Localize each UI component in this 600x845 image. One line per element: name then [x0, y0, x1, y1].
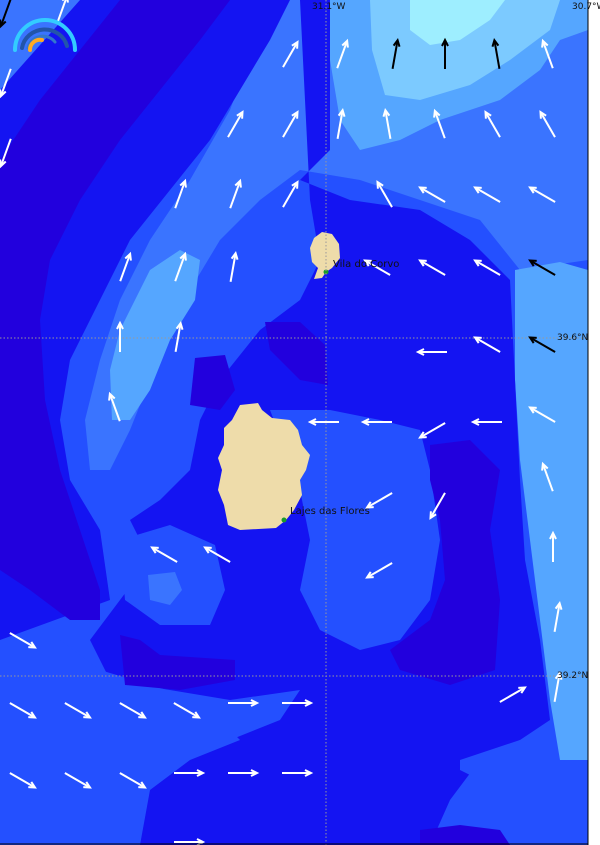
wind-arrow [365, 492, 393, 509]
wind-arrow [227, 110, 244, 138]
wind-arrow [376, 180, 393, 208]
wind-arrow [9, 772, 37, 789]
wind-arrow [174, 321, 184, 352]
wind-arrow [0, 68, 12, 99]
wind-arrow [418, 186, 446, 203]
wind-arrow [541, 38, 554, 69]
wind-arrow [229, 251, 239, 282]
wind-arrow [282, 769, 314, 777]
wind-arrow [415, 348, 447, 356]
wind-arrow [0, 0, 12, 29]
wind-arrows [0, 0, 563, 845]
sea-level-light [515, 262, 588, 760]
sea-level-mid [460, 740, 588, 800]
wind-arrow [553, 671, 563, 702]
wind-arrow [282, 110, 299, 138]
wind-arrow [441, 37, 449, 69]
island-flores [218, 403, 310, 530]
wind-arrow [470, 418, 502, 426]
wind-arrow [282, 40, 299, 68]
wind-arrow [363, 259, 391, 276]
wind-arrow [336, 108, 346, 139]
lon-label: 30.7°W [572, 2, 600, 12]
wind-arrow [365, 562, 393, 579]
sea-level-lightest [410, 0, 505, 45]
wind-arrow [473, 336, 501, 353]
sea-level-mid-light [148, 572, 182, 605]
wind-arrow [499, 686, 527, 703]
town-marker-vila-do-corvo[interactable] [323, 269, 329, 275]
wind-arrow [382, 108, 392, 139]
sea-level-darkest [420, 825, 510, 845]
wind-arrow [174, 769, 206, 777]
wind-arrow [282, 699, 314, 707]
lat-label: 39.6°N [557, 333, 589, 343]
wind-arrow [228, 769, 260, 777]
wind-arrow [549, 530, 557, 562]
sea-level-darkest [390, 440, 500, 685]
wind-arrow [174, 251, 187, 282]
lat-label: 39.2°N [557, 671, 589, 681]
town-marker-lajes-das-flores[interactable] [281, 517, 287, 523]
wind-arrow [307, 418, 339, 426]
wind-arrow [282, 180, 299, 208]
wind-arrow [429, 492, 446, 520]
wind-arrow [473, 186, 501, 203]
place-label-lajes-das-flores[interactable]: Lajes das Flores [290, 506, 370, 517]
island-corvo [310, 232, 340, 279]
map-margin [588, 0, 600, 845]
wind-arrow [119, 772, 147, 789]
sea-level-light [110, 250, 200, 420]
sea-level-mid-light [85, 0, 588, 470]
sea-level-darkest [0, 0, 230, 620]
wind-arrow [484, 110, 501, 138]
wind-arrow [418, 259, 446, 276]
sea-level-darkest [120, 635, 235, 690]
wind-arrow [0, 138, 12, 169]
wind-arrow [108, 391, 121, 422]
lon-label: 31.1°W [312, 2, 346, 12]
wind-arrow [418, 422, 446, 439]
wind-arrow [528, 336, 556, 353]
wind-arrow [541, 461, 554, 492]
wind-arrow [539, 110, 556, 138]
wind-arrow [64, 702, 92, 719]
wind-arrow [119, 251, 132, 282]
sea-level-mid [270, 410, 440, 650]
wind-arrow [64, 772, 92, 789]
place-label-vila-do-corvo[interactable]: Vila do Corvo [333, 259, 400, 270]
wind-arrow [336, 38, 349, 69]
wind-arrow [391, 38, 401, 69]
logo-icon [13, 18, 77, 52]
sea-level-darkest [190, 355, 235, 410]
wind-arrow [150, 546, 178, 563]
wind-arrow [528, 186, 556, 203]
wind-arrow [119, 702, 147, 719]
wind-arrow [173, 702, 201, 719]
wind-arrow [528, 406, 556, 423]
wind-arrow [433, 108, 446, 139]
wind-arrow [9, 702, 37, 719]
wind-arrow [491, 38, 501, 69]
wind-arrow [9, 632, 37, 649]
wind-arrow [228, 699, 260, 707]
wind-arrow [528, 259, 556, 276]
wind-arrow [553, 601, 563, 632]
wind-arrow [174, 178, 187, 209]
wind-arrow [116, 320, 124, 352]
sea-level-mid [0, 640, 240, 845]
wind-arrow [360, 418, 392, 426]
wind-arrow [203, 546, 231, 563]
wind-arrow [473, 259, 501, 276]
wind-arrow [229, 178, 242, 209]
wind-arrow [56, 0, 69, 24]
